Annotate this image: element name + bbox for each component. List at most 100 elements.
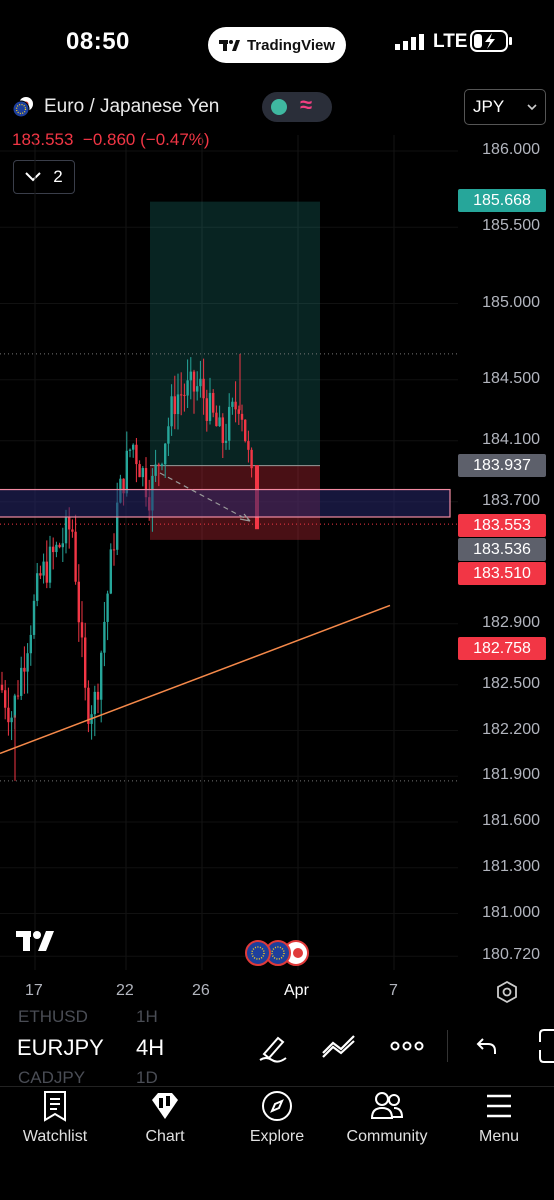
interval-selector[interactable]: 4H: [136, 1035, 165, 1060]
candle-body: [215, 412, 218, 427]
nav-watchlist-label: Watchlist: [22, 1128, 88, 1145]
fullscreen-icon[interactable]: [536, 1028, 554, 1064]
candle-body: [208, 392, 212, 421]
candle-body: [196, 386, 199, 392]
events-flags-icon[interactable]: [242, 938, 312, 968]
price-tag: 183.536: [458, 538, 546, 561]
price-tick-label: 186.000: [482, 141, 540, 158]
network-label: LTE: [433, 31, 468, 52]
price-tick-label: 181.300: [482, 857, 540, 875]
candle-body: [64, 517, 68, 544]
price-change: −0.860: [82, 130, 136, 149]
price-tag: 183.510: [458, 562, 546, 585]
candle-body: [240, 413, 244, 420]
tradingview-pill-label: TradingView: [246, 36, 336, 54]
candle-body: [205, 398, 208, 421]
price-tick-label: 181.000: [482, 903, 540, 921]
ascending-trendline: [0, 604, 391, 755]
candle-body: [80, 622, 84, 638]
nav-menu[interactable]: Menu: [444, 1090, 554, 1154]
candle-body: [103, 621, 106, 653]
candle-body: [167, 426, 170, 444]
draw-pen-icon[interactable]: [256, 1030, 290, 1064]
projection-arrowhead: [239, 513, 251, 522]
candle-body: [135, 444, 138, 465]
candle-body: [244, 419, 247, 442]
candle-body: [32, 600, 36, 635]
candle-body: [42, 561, 45, 576]
tradingview-logo-icon: [218, 40, 240, 51]
candle-body: [23, 667, 26, 672]
candle-body: [71, 529, 74, 532]
price-chart[interactable]: [0, 135, 458, 970]
price-tick-label: 181.600: [482, 812, 540, 829]
ghost-prev-tf: 1H: [136, 1007, 158, 1026]
candle-body: [20, 667, 23, 696]
candle-body: [48, 546, 52, 583]
candle-body: [116, 502, 119, 550]
candle-body: [164, 443, 167, 465]
eur-jpy-flag-icon: [12, 97, 33, 118]
candle-body: [189, 371, 192, 381]
symbol-title[interactable]: Euro / Japanese Yen: [44, 96, 220, 117]
candle-body: [39, 573, 42, 576]
price-tick-label: 182.500: [482, 674, 540, 692]
ghost-next-symbol: CADJPY: [18, 1068, 86, 1087]
price-tag: 183.937: [458, 454, 546, 477]
candle-body: [52, 546, 55, 553]
tradingview-pill[interactable]: TradingView: [208, 27, 346, 63]
candle-body: [157, 464, 160, 466]
tradingview-watermark-icon: [16, 931, 54, 951]
candle-body: [26, 653, 29, 672]
candle-body: [112, 549, 116, 551]
community-icon: [370, 1092, 404, 1119]
indicators-collapse-button[interactable]: 2: [13, 160, 75, 194]
chart-icon: [152, 1093, 178, 1119]
projection-arrow: [159, 472, 251, 522]
candle-body: [154, 464, 157, 476]
candle-body: [247, 441, 250, 450]
price-tick-label: 180.720: [482, 946, 540, 964]
price-tag: 185.668: [458, 189, 546, 212]
candle-body: [234, 401, 237, 410]
candle-body: [96, 691, 100, 700]
price-tick-label: 184.100: [482, 430, 540, 448]
chevron-down-icon: [527, 103, 537, 110]
undo-icon[interactable]: [474, 1034, 498, 1058]
candle-body: [4, 690, 7, 708]
ghost-next-tf: 1D: [136, 1068, 158, 1087]
support-zone-rectangle: [0, 488, 451, 518]
price-tick-label: 183.700: [482, 491, 540, 509]
toolbar-divider: [447, 1030, 448, 1062]
candle-body: [77, 581, 80, 623]
nav-watchlist[interactable]: Watchlist: [0, 1090, 110, 1154]
candle-body: [231, 401, 234, 407]
candle-body: [250, 449, 253, 469]
currency-value: JPY: [473, 97, 505, 116]
candle-body: [144, 468, 148, 498]
candle-body: [109, 549, 112, 594]
candle-body: [13, 695, 16, 718]
nav-explore[interactable]: Explore: [222, 1090, 332, 1154]
price-tick-label: 181.900: [482, 766, 540, 784]
nav-chart[interactable]: Chart: [110, 1090, 220, 1154]
candle-body: [186, 380, 189, 396]
time-tick-label: 26: [192, 982, 210, 999]
candle-body: [58, 544, 61, 548]
indicators-icon[interactable]: [321, 1033, 357, 1059]
long-position-target-zone: [150, 201, 320, 466]
candle-body: [192, 371, 196, 392]
currency-select[interactable]: JPY: [464, 89, 546, 125]
candle-body: [138, 464, 141, 478]
price-tick-label: 184.500: [482, 369, 540, 387]
nav-community[interactable]: Community: [332, 1090, 442, 1154]
candle-body: [7, 707, 10, 723]
candle-body: [36, 573, 39, 601]
symbol-selector[interactable]: EURJPY: [17, 1035, 104, 1060]
more-icon[interactable]: [390, 1040, 424, 1052]
candle-body: [0, 684, 4, 691]
chart-settings-hex-icon[interactable]: [495, 980, 519, 1004]
candle-body: [93, 691, 96, 715]
price-tick-label: 182.200: [482, 720, 540, 738]
price-tag: 183.553: [458, 514, 546, 537]
